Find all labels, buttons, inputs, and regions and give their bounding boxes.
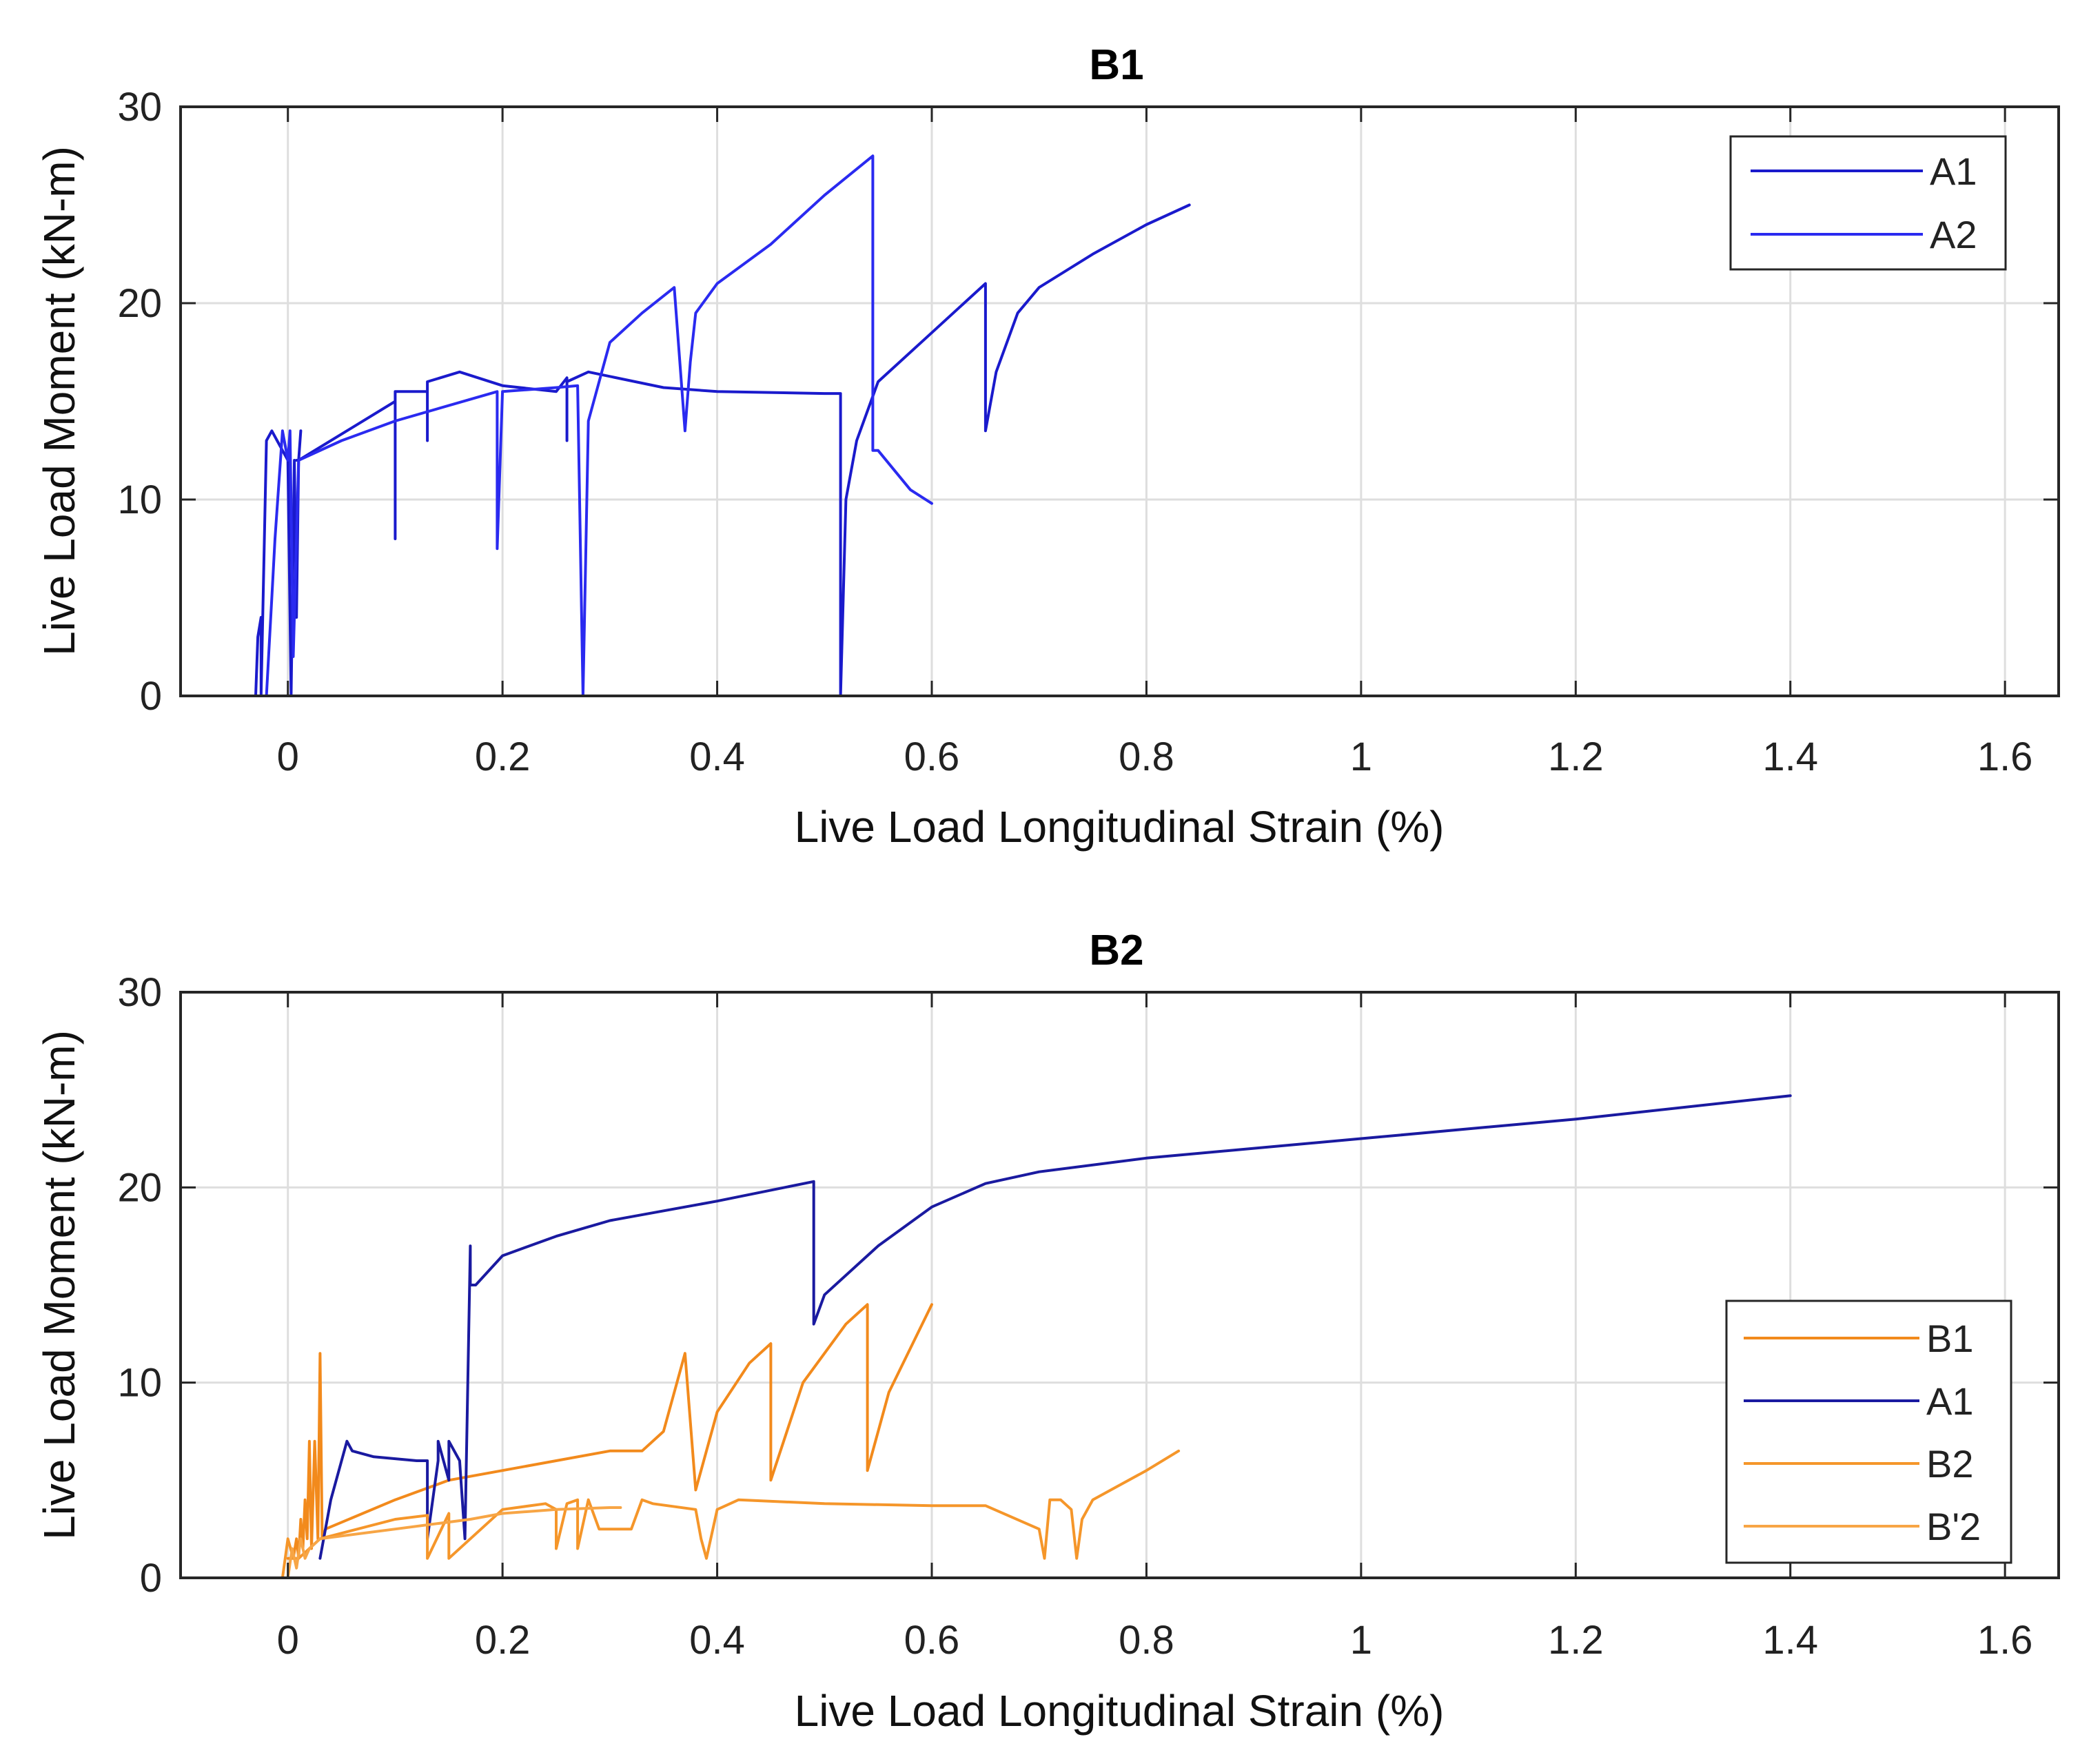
x-tick-label: 0.8 bbox=[1119, 1618, 1174, 1663]
x-tick-label: 1.6 bbox=[1977, 734, 2033, 779]
y-tick-label: 0 bbox=[140, 674, 162, 719]
y-tick-label: 30 bbox=[117, 85, 162, 130]
x-tick-label: 0.8 bbox=[1119, 734, 1174, 779]
x-tick-label: 0.4 bbox=[689, 734, 745, 779]
legend-box-b1 bbox=[1729, 135, 2007, 271]
x-tick-labels-b1: 0 0.2 0.4 0.6 0.8 1 1.2 1.4 1.6 bbox=[277, 734, 2033, 779]
series-layer-b2 bbox=[281, 1094, 1792, 1579]
x-tick-label: 0.2 bbox=[475, 1618, 531, 1663]
y-tick-labels-b1: 0 10 20 30 bbox=[117, 85, 162, 719]
legend-label-a1: A1 bbox=[1930, 150, 1977, 193]
x-tick-label: 1.6 bbox=[1977, 1618, 2033, 1663]
ticks-b1 bbox=[181, 105, 2059, 697]
legend-b1: A1 A2 bbox=[1729, 135, 2007, 271]
x-tick-label: 0.2 bbox=[475, 734, 531, 779]
ticks-b2 bbox=[181, 991, 2059, 1579]
x-tick-label: 0.6 bbox=[904, 1618, 960, 1663]
series-line-b2 bbox=[281, 1449, 1181, 1579]
legend-label-b1: B1 bbox=[1926, 1317, 1974, 1360]
axes-box-b1 bbox=[179, 105, 2060, 697]
series-line-b-prime-2 bbox=[286, 1506, 622, 1579]
x-axis-label-b1: Live Load Longitudinal Strain (%) bbox=[795, 802, 1445, 852]
y-tick-labels-b2: 0 10 20 30 bbox=[117, 970, 162, 1601]
x-tick-label: 0 bbox=[277, 1618, 299, 1663]
y-axis-label-b2: Live Load Moment (kN-m) bbox=[34, 1030, 84, 1540]
legend-label-a1: A1 bbox=[1926, 1379, 1974, 1423]
x-tick-label: 1.4 bbox=[1762, 1618, 1818, 1663]
y-axis-label-b1: Live Load Moment (kN-m) bbox=[34, 146, 84, 656]
legend-label-b-prime-2: B'2 bbox=[1926, 1505, 1981, 1548]
chart-title-b1: B1 bbox=[1089, 41, 1143, 89]
y-tick-label: 20 bbox=[117, 1165, 162, 1210]
x-tick-label: 0.4 bbox=[689, 1618, 745, 1663]
x-tick-label: 0 bbox=[277, 734, 299, 779]
x-tick-label: 1 bbox=[1350, 734, 1372, 779]
series-line-b1 bbox=[286, 1303, 933, 1560]
legend-box-b2 bbox=[1725, 1299, 2012, 1564]
y-tick-label: 10 bbox=[117, 1361, 162, 1406]
chart-panel-b2: B2 0 0.2 0.4 0.6 0.8 1 1.2 1.4 1.6 0 10 20 30 Live … bbox=[34, 927, 2060, 1736]
x-tick-label: 0.6 bbox=[904, 734, 960, 779]
legend-b2: B1 A1 B2 B'2 bbox=[1725, 1299, 2012, 1564]
x-axis-label-b2: Live Load Longitudinal Strain (%) bbox=[795, 1686, 1445, 1736]
y-tick-label: 20 bbox=[117, 281, 162, 326]
legend-label-b2: B2 bbox=[1926, 1442, 1974, 1486]
chart-panel-b1: B1 0 0.2 0.4 0.6 0.8 1 1.2 1.4 1.6 0 10 20 30 Live … bbox=[34, 41, 2060, 852]
y-tick-label: 30 bbox=[117, 970, 162, 1015]
axes-box-b2 bbox=[179, 991, 2060, 1579]
y-tick-label: 10 bbox=[117, 477, 162, 522]
legend-label-a2: A2 bbox=[1930, 213, 1977, 256]
x-tick-label: 1.4 bbox=[1762, 734, 1818, 779]
x-tick-label: 1 bbox=[1350, 1618, 1372, 1663]
x-tick-label: 1.2 bbox=[1548, 1618, 1604, 1663]
y-tick-label: 0 bbox=[140, 1556, 162, 1601]
x-tick-label: 1.2 bbox=[1548, 734, 1604, 779]
series-line-a1 bbox=[318, 1094, 1792, 1560]
x-tick-labels-b2: 0 0.2 0.4 0.6 0.8 1 1.2 1.4 1.6 bbox=[277, 1618, 2033, 1663]
chart-title-b2: B2 bbox=[1089, 927, 1143, 974]
